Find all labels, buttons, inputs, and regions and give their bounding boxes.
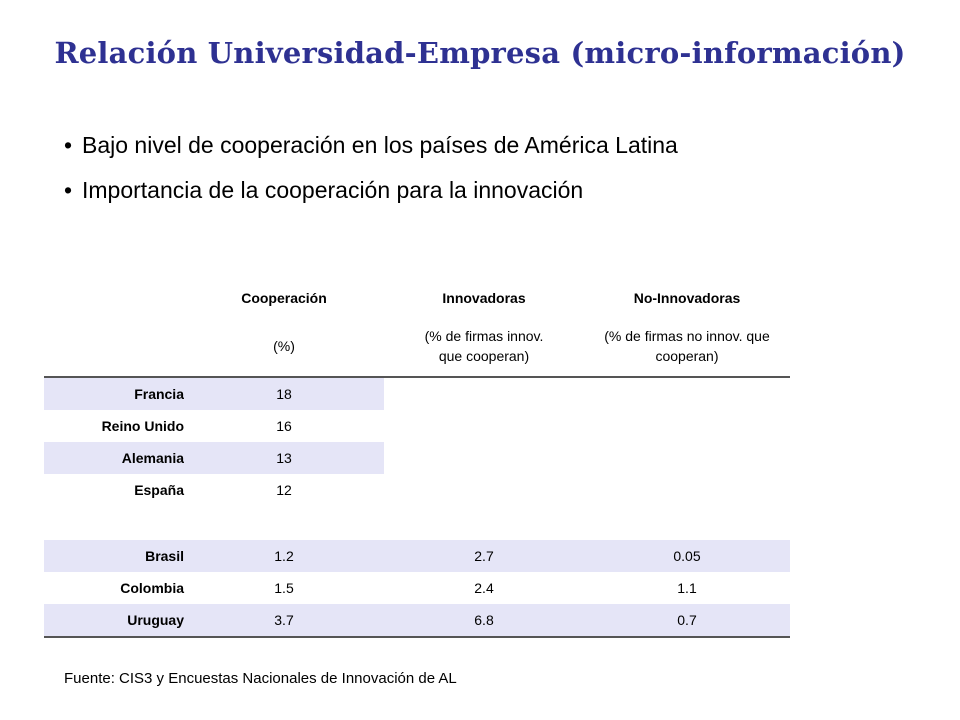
noinnov-cell: 0.05 (673, 548, 701, 564)
bullet-list: • Bajo nivel de cooperación en los países… (64, 132, 678, 222)
country-cell: España (134, 482, 184, 498)
table-row: Colombia 1.5 2.4 1.1 (44, 572, 790, 604)
subheader-cooperacion: (%) (273, 338, 295, 354)
coop-cell: 1.2 (274, 548, 294, 564)
coop-cell: 16 (276, 418, 292, 434)
table-row: Francia 18 (44, 378, 790, 410)
innov-cell: 6.8 (474, 612, 494, 628)
country-cell: Brasil (145, 548, 184, 564)
subheader-no-innovadoras: (% de firmas no innov. que cooperan) (604, 328, 770, 364)
table-row: España 12 (44, 474, 790, 506)
bullet-dot-icon: • (64, 132, 73, 158)
slide-title: Relación Universidad-Empresa (micro-info… (54, 36, 906, 70)
table-row: Uruguay 3.7 6.8 0.7 (44, 604, 790, 638)
innov-cell: 2.4 (474, 580, 494, 596)
country-cell: Uruguay (127, 612, 184, 628)
coop-cell: 18 (184, 378, 384, 410)
source-note: Fuente: CIS3 y Encuestas Nacionales de I… (64, 670, 457, 687)
coop-cell: 13 (184, 442, 384, 474)
subheader-innovadoras: (% de firmas innov. que cooperan) (424, 328, 544, 364)
bullet-text: Importancia de la cooperación para la in… (82, 177, 584, 203)
noinnov-cell: 0.7 (677, 612, 697, 628)
table-spacer (44, 506, 790, 540)
header-cooperacion: Cooperación (241, 290, 327, 306)
coop-cell: 12 (276, 482, 292, 498)
header-innovadoras: Innovadoras (442, 290, 526, 306)
bullet-dot-icon: • (64, 177, 73, 203)
table-row: Reino Unido 16 (44, 410, 790, 442)
table-row: Brasil 1.2 2.7 0.05 (44, 540, 790, 572)
country-cell: Reino Unido (101, 418, 184, 434)
coop-cell: 1.5 (274, 580, 294, 596)
innov-cell: 2.7 (474, 548, 494, 564)
bullet-item: • Importancia de la cooperación para la i… (64, 177, 678, 204)
country-cell: Colombia (120, 580, 184, 596)
country-cell: Alemania (44, 442, 184, 474)
table-row: Alemania 13 (44, 442, 790, 474)
header-no-innovadoras: No-Innovadoras (633, 290, 741, 306)
country-cell: Francia (44, 378, 184, 410)
bullet-text: Bajo nivel de cooperación en los países … (82, 132, 678, 158)
table-header-row: Cooperación Innovadoras No-Innovadoras (44, 280, 790, 316)
noinnov-cell: 1.1 (677, 580, 697, 596)
cooperation-table: Cooperación Innovadoras No-Innovadoras (… (44, 280, 790, 638)
bullet-item: • Bajo nivel de cooperación en los países… (64, 132, 678, 159)
table-subheader-row: (%) (% de firmas innov. que cooperan) (%… (44, 316, 790, 378)
coop-cell: 3.7 (274, 612, 294, 628)
